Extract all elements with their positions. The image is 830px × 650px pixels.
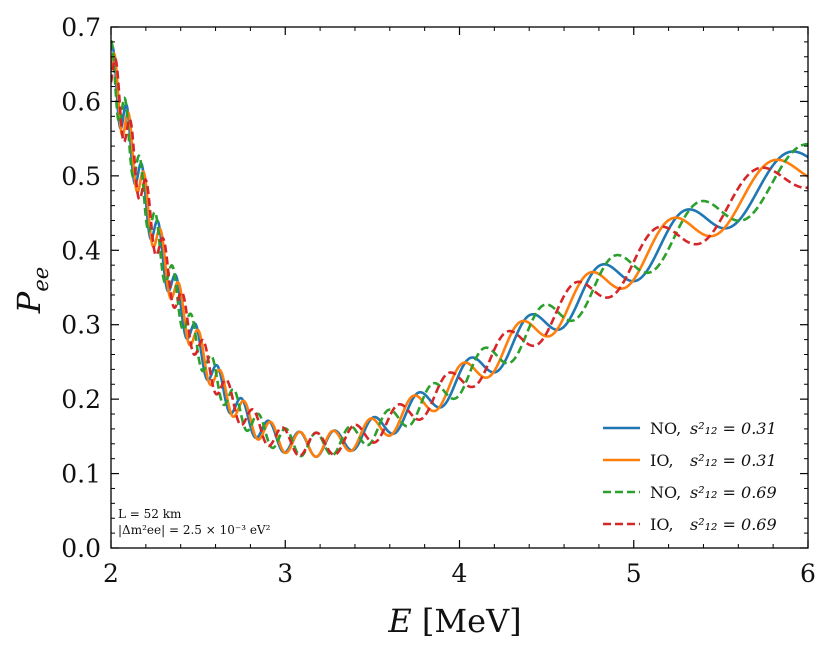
series-line-4 [111,57,808,458]
legend: NO, s²₁₂ = 0.31 IO, s²₁₂ = 0.31 NO, s²₁₂ = 0.… [603,419,777,534]
x-tick-label: 2 [103,559,119,588]
legend-formula-1: s²₁₂ = 0.31 [690,419,777,438]
y-tick-label: 0.5 [61,162,101,191]
legend-label-1: NO, [650,419,681,438]
y-tick-label: 0.6 [61,87,101,116]
y-tick-label: 0.4 [61,236,101,265]
legend-formula-4: s²₁₂ = 0.69 [690,515,777,534]
annotation-baseline: L = 52 km [118,507,182,521]
annotation-mass-splitting: |Δm²ee| = 2.5 × 10⁻³ eV² [118,523,271,537]
plot-frame [110,26,809,549]
series-line-3 [111,39,808,458]
x-axis-title: E [MeV] [387,602,521,640]
series-line-1 [111,44,808,459]
y-tick-label: 0.1 [61,460,101,489]
legend-label-3: NO, [650,483,681,502]
x-tick-label: 4 [452,559,468,588]
legend-label-4: IO, [650,515,674,534]
y-tick-label: 0.0 [61,534,101,563]
y-tick-label: 0.7 [61,13,101,42]
x-tick-label: 6 [800,559,816,588]
annotation: L = 52 km |Δm²ee| = 2.5 × 10⁻³ eV² [118,507,271,537]
y-tick-label: 0.3 [61,311,101,340]
axis-ticks: 2 3 4 5 6 0.0 0.1 0.2 0.3 0.4 0.5 0.6 0.7 [61,13,816,588]
x-tick-label: 3 [277,559,293,588]
y-tick-label: 0.2 [61,385,101,414]
y-axis-title: Pee [10,267,53,314]
legend-formula-2: s²₁₂ = 0.31 [690,451,777,470]
legend-label-2: IO, [650,451,674,470]
legend-formula-3: s²₁₂ = 0.69 [690,483,777,502]
plot-area [111,39,808,459]
x-tick-label: 5 [626,559,642,588]
series-line-2 [111,51,808,459]
